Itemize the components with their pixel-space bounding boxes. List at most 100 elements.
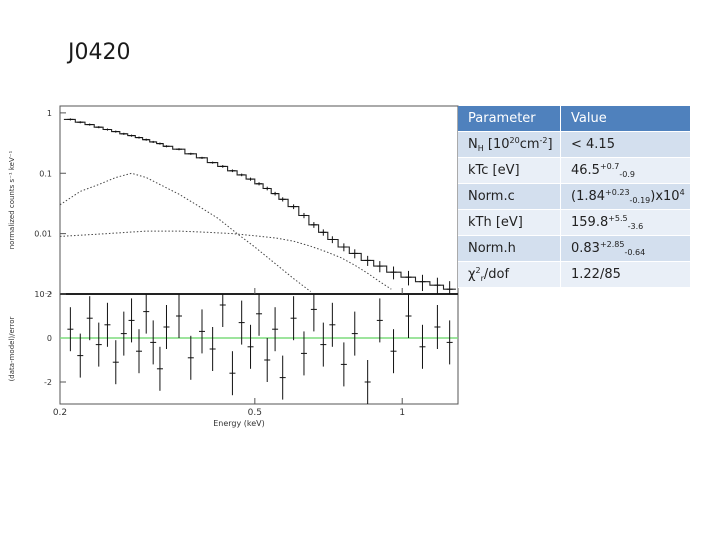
value-base: 159.8: [571, 215, 609, 230]
param-tail: /dof: [483, 267, 510, 282]
residual-point: [279, 355, 286, 400]
value-base: < 4.15: [571, 137, 615, 152]
residual-point: [163, 305, 170, 349]
param-base: kTc [eV]: [468, 163, 520, 178]
residual-point: [434, 305, 441, 349]
residual-point: [320, 322, 327, 367]
model-curves: [59, 118, 456, 292]
data-point: [104, 128, 111, 131]
residual-point: [290, 296, 297, 341]
param-base: N: [468, 137, 478, 152]
data-point: [279, 197, 286, 202]
parameter-cell: NH [1020cm-2]: [458, 131, 561, 158]
value-sup: +5.5: [608, 214, 628, 223]
residual-point: [405, 294, 412, 338]
value-cell: 159.8+5.5-3.6: [560, 209, 690, 236]
header-value: Value: [560, 106, 690, 132]
value-sup: +0.7: [599, 162, 620, 171]
data-points: [67, 118, 453, 294]
data-point: [199, 156, 206, 159]
param-end: ]: [547, 137, 553, 152]
residual-point: [329, 302, 336, 347]
y-tick-label-bottom: 0: [47, 334, 52, 343]
data-point: [67, 118, 74, 121]
residual-point: [264, 338, 271, 382]
table-body: NH [1020cm-2] < 4.15 kTc [eV] 46.5+0.7-0.9 N…: [458, 131, 690, 288]
residual-point: [340, 342, 347, 387]
residual-point: [310, 294, 317, 332]
x-tick-label: 0.2: [53, 408, 67, 418]
value-base: 0.83: [571, 241, 600, 256]
residual-point: [150, 320, 157, 365]
data-point: [150, 140, 157, 144]
value-cell: < 4.15: [560, 131, 690, 158]
residual-point: [272, 307, 279, 352]
data-point: [238, 173, 245, 177]
table-row: Norm.c (1.84+0.23-0.19)x104: [458, 183, 690, 210]
param-sub: H: [477, 144, 484, 153]
value-tail: )x10: [650, 189, 680, 204]
parameter-cell: Norm.c: [458, 183, 561, 210]
data-point: [175, 148, 182, 151]
residual-point: [67, 307, 74, 352]
param-sup: 2: [475, 266, 481, 275]
param-base: kTh [eV]: [468, 215, 523, 230]
residual-point: [419, 324, 426, 369]
data-point: [229, 169, 236, 173]
data-point: [376, 261, 383, 273]
y-tick-label-bottom: -2: [44, 378, 52, 387]
table-row: χ2r/dof 1.22/85: [458, 261, 690, 288]
residual-point: [390, 329, 397, 374]
value-sub: -0.9: [619, 170, 635, 179]
parameter-cell: χ2r/dof: [458, 261, 561, 288]
data-point: [329, 236, 336, 244]
value-sub: -3.6: [627, 222, 644, 231]
table-row: kTh [eV] 159.8+5.5-3.6: [458, 209, 690, 236]
residual-point: [247, 324, 254, 369]
residual-point: [351, 311, 358, 356]
data-point: [272, 191, 279, 196]
header-parameter: Parameter: [458, 106, 561, 132]
data-point: [136, 136, 143, 139]
data-point: [300, 212, 307, 219]
value-base: 46.5: [571, 163, 600, 178]
residual-point: [256, 294, 263, 336]
value-sup: +0.23: [605, 188, 630, 197]
param-sup: 20: [509, 136, 520, 145]
data-point: [405, 270, 412, 286]
residual-point: [128, 298, 135, 343]
x-tick-label: 1: [399, 408, 405, 418]
y-tick-label-top: 0.01: [34, 230, 52, 239]
data-point: [390, 266, 397, 280]
data-point: [163, 145, 170, 148]
residual-point: [187, 335, 194, 380]
y-tick-label-top: 0.1: [39, 169, 52, 178]
y-tick-label-bottom: 2: [47, 290, 52, 299]
data-point: [112, 130, 119, 133]
residual-point: [199, 309, 206, 354]
residual-point: [238, 300, 245, 345]
value-base: (1.84: [571, 189, 606, 204]
value-cell: 46.5+0.7-0.9: [560, 157, 690, 184]
x-tick-label: 0.5: [248, 408, 262, 418]
residual-point: [104, 302, 111, 347]
residual-point: [95, 322, 102, 367]
y-axis-label-bottom: (data-model)/error: [8, 316, 16, 381]
residual-point: [219, 294, 226, 327]
data-point: [95, 126, 102, 129]
table-row: NH [1020cm-2] < 4.15: [458, 131, 690, 158]
residual-point: [86, 296, 93, 341]
value-sup2: 4: [679, 188, 685, 197]
param-base: χ: [468, 267, 476, 282]
axis-labels: 1 0.1 0.01 10⁻³2 0 -2 0.2 0.5 1 Energy (keV) norma…: [8, 109, 405, 428]
y-tick-label-top: 10⁻³: [34, 290, 52, 299]
data-point: [434, 277, 441, 294]
param-tail: cm: [519, 137, 540, 152]
residual-point: [77, 333, 84, 378]
residual-point: [446, 320, 453, 365]
data-point: [290, 204, 297, 210]
residual-point: [300, 331, 307, 376]
data-point: [340, 243, 347, 252]
param-base: Norm.h: [468, 241, 516, 256]
data-point: [419, 274, 426, 292]
